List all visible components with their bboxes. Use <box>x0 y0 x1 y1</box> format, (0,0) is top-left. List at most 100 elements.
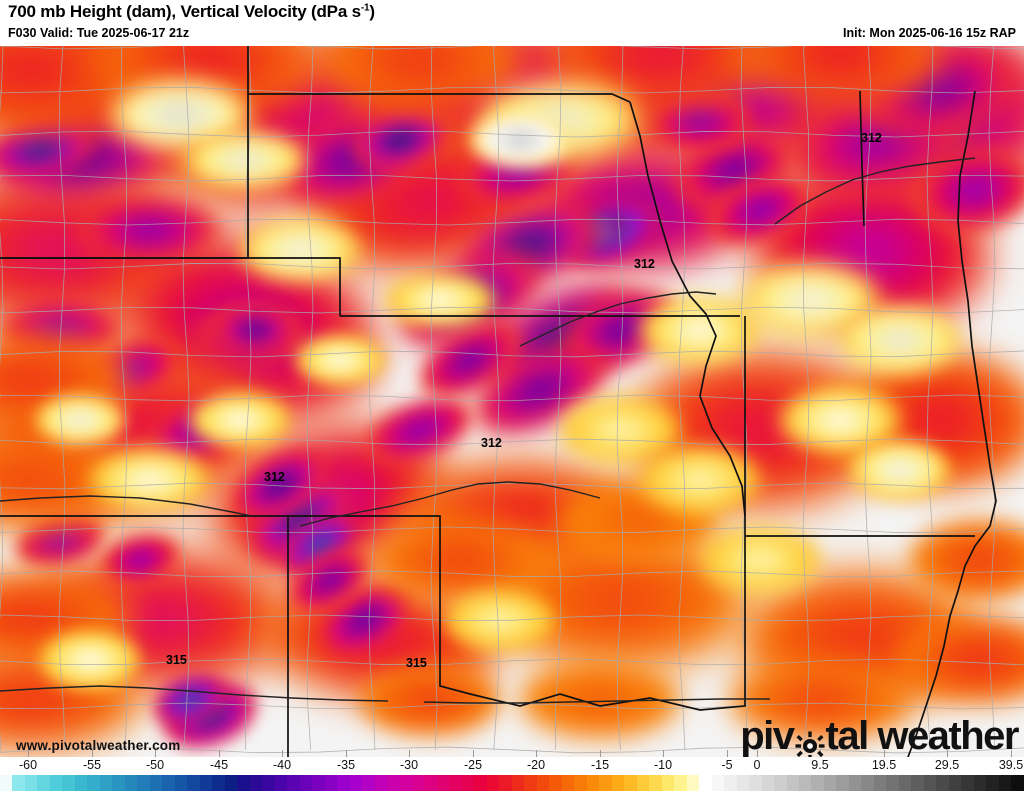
gear-sun-icon <box>795 726 825 757</box>
colorbar-swatch <box>24 775 38 791</box>
colorbar-tick: 29.5 <box>934 758 960 772</box>
colorbar-swatch <box>574 775 587 791</box>
colorbar-tick: -55 <box>82 758 102 772</box>
colorbar-swatch <box>611 775 625 791</box>
field-contour-blob <box>470 112 570 168</box>
field-contour-blob <box>385 272 495 328</box>
colorbar-swatch <box>112 775 125 791</box>
colorbar-swatch <box>424 775 437 791</box>
colorbar-tickmark <box>473 750 474 757</box>
colorbar-tick: -5 <box>721 758 733 772</box>
colorbar: -60 -55 -50 -45 -40 -35 -30 -25 -20 -15 -10 -5 0 9.5 1… <box>0 750 1024 791</box>
colorbar-tickmark <box>219 750 220 757</box>
colorbar-swatch <box>187 775 200 791</box>
field-contour-blob <box>520 662 680 738</box>
field-contour-blob <box>190 392 290 448</box>
contour-value-label: 315 <box>406 656 427 670</box>
field-contour-blob <box>240 218 360 282</box>
colorbar-swatch <box>387 775 400 791</box>
colorbar-tickmark <box>28 750 29 757</box>
colorbar-tickmark <box>92 750 93 757</box>
field-contour-blob <box>370 516 550 604</box>
colorbar-swatch <box>374 775 388 791</box>
colorbar-swatch <box>37 775 50 791</box>
colorbar-tick: -20 <box>526 758 546 772</box>
colorbar-swatch <box>749 775 762 791</box>
colorbar-tick: 39.5 <box>998 758 1024 772</box>
colorbar-swatch <box>624 775 637 791</box>
colorbar-swatch <box>349 775 363 791</box>
colorbar-swatch <box>724 775 737 791</box>
colorbar-swatch <box>636 775 650 791</box>
colorbar-swatch <box>474 775 487 791</box>
vertical-velocity-field <box>0 46 1024 757</box>
field-contour-blob <box>295 334 385 386</box>
colorbar-tickmark <box>1011 750 1012 757</box>
field-contour-blob <box>90 448 210 512</box>
colorbar-swatch <box>87 775 100 791</box>
colorbar-swatch <box>936 775 949 791</box>
colorbar-tick-labels: -60 -55 -50 -45 -40 -35 -30 -25 -20 -15 -10 -5 0 9.5 1… <box>0 750 1024 774</box>
field-contour-blob <box>840 306 960 374</box>
weather-map-canvas[interactable]: 312 312 312 312 315 315 www.pivotalweather.co… <box>0 46 1024 757</box>
colorbar-swatch <box>911 775 924 791</box>
colorbar-swatch <box>973 775 987 791</box>
colorbar-tick: -35 <box>336 758 356 772</box>
colorbar-swatch <box>823 775 837 791</box>
colorbar-swatch <box>686 775 700 791</box>
colorbar-swatch <box>536 775 550 791</box>
colorbar-swatch <box>411 775 425 791</box>
colorbar-tick: 19.5 <box>871 758 897 772</box>
field-contour-blob <box>185 130 305 190</box>
colorbar-swatch <box>799 775 812 791</box>
field-contour-blob <box>850 440 950 500</box>
colorbar-tickmark <box>409 750 410 757</box>
colorbar-swatch <box>224 775 238 791</box>
site-url-watermark: www.pivotalweather.com <box>16 738 181 753</box>
colorbar-swatch <box>661 775 675 791</box>
colorbar-swatch <box>561 775 575 791</box>
colorbar-swatch <box>249 775 263 791</box>
field-contour-blob <box>35 394 125 446</box>
map-header: 700 mb Height (dam), Vertical Velocity (… <box>0 0 1024 46</box>
colorbar-swatch <box>436 775 450 791</box>
colorbar-swatch <box>848 775 862 791</box>
colorbar-swatch <box>711 775 725 791</box>
colorbar-swatch <box>836 775 849 791</box>
colorbar-tickmark <box>155 750 156 757</box>
field-contour-blob <box>445 590 555 650</box>
colorbar-tickmark <box>757 750 758 757</box>
logo-text-pre: piv <box>740 714 795 757</box>
colorbar-swatch <box>923 775 937 791</box>
contour-value-label: 312 <box>634 257 655 271</box>
colorbar-swatch <box>811 775 824 791</box>
colorbar-swatch <box>649 775 662 791</box>
colorbar-swatch <box>886 775 899 791</box>
colorbar-swatch <box>362 775 375 791</box>
colorbar-tickmark <box>346 750 347 757</box>
field-contour-blob <box>360 664 500 736</box>
colorbar-swatch <box>0 775 13 791</box>
colorbar-swatch <box>961 775 974 791</box>
contour-value-label: 312 <box>861 131 882 145</box>
colorbar-swatch <box>486 775 500 791</box>
colorbar-swatch <box>761 775 775 791</box>
colorbar-swatch <box>986 775 999 791</box>
colorbar-swatch <box>948 775 962 791</box>
colorbar-swatch <box>237 775 250 791</box>
colorbar-swatch <box>287 775 300 791</box>
colorbar-tick: -45 <box>209 758 229 772</box>
contour-value-label: 312 <box>481 436 502 450</box>
colorbar-swatch <box>124 775 138 791</box>
colorbar-tick: 0 <box>753 758 761 772</box>
colorbar-swatch <box>586 775 600 791</box>
colorbar-swatch <box>674 775 687 791</box>
colorbar-swatch <box>599 775 612 791</box>
colorbar-swatch <box>511 775 525 791</box>
colorbar-swatch <box>199 775 213 791</box>
logo-text-post: tal weather <box>825 714 1020 757</box>
colorbar-swatch <box>786 775 799 791</box>
contour-value-label: 315 <box>166 653 187 667</box>
colorbar-tickmark <box>600 750 601 757</box>
